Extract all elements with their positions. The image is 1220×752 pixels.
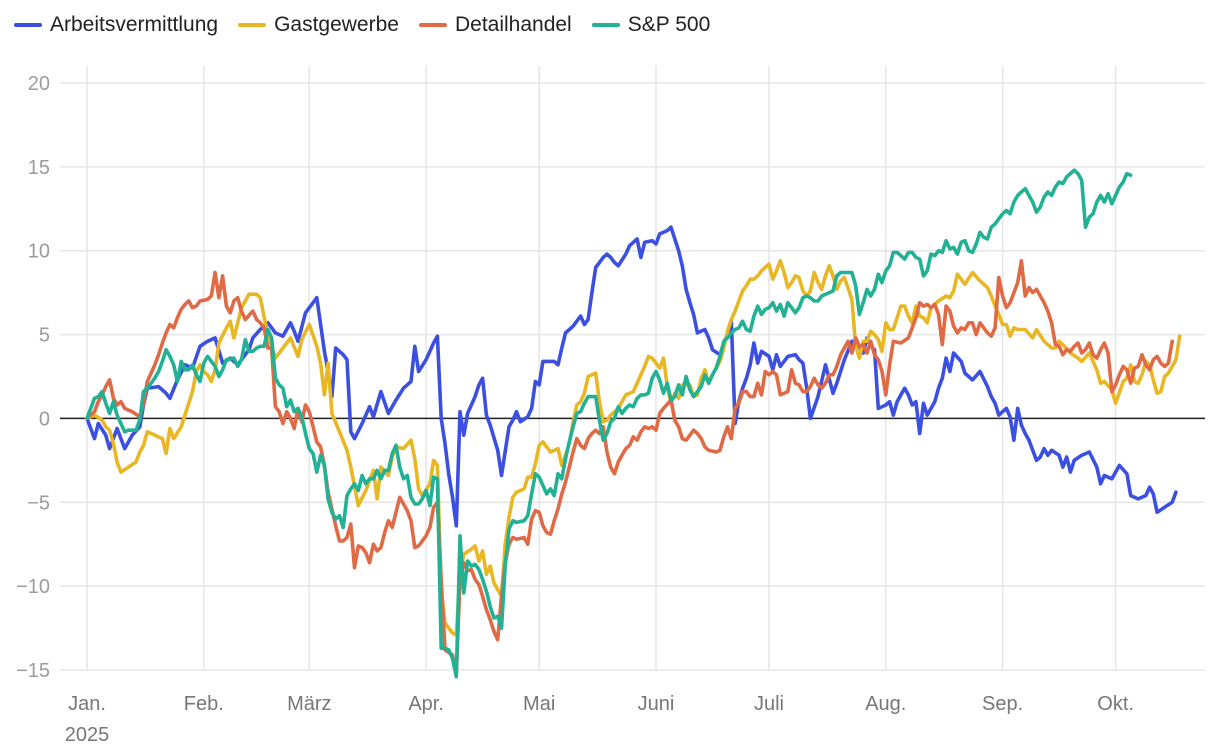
x-tick-label: Aug. xyxy=(865,693,906,715)
x-axis-tick-labels: Jan. 2025 Feb. März Apr. Mai Juni Juli Aug. Sep. O… xyxy=(65,693,1134,746)
y-tick-label: 5 xyxy=(39,325,50,347)
x-tick-label: Sep. xyxy=(982,693,1023,715)
x-tick-label: Apr. xyxy=(408,693,444,715)
legend-swatch-gastgewerbe xyxy=(238,23,267,27)
legend-label-arbeitsvermittlung: Arbeitsvermittlung xyxy=(50,13,219,36)
x-tick-sublabel: 2025 xyxy=(65,724,110,746)
series-line-arbeitsvermittlung[interactable] xyxy=(85,225,1178,528)
y-tick-label: −15 xyxy=(16,660,50,682)
legend-swatch-arbeitsvermittlung xyxy=(14,23,42,27)
series-line-detailhandel[interactable] xyxy=(85,259,1174,677)
y-tick-label: −5 xyxy=(27,492,50,514)
y-tick-label: 15 xyxy=(28,157,50,179)
legend-item-sp500[interactable]: S&P 500 xyxy=(591,13,711,37)
y-tick-label: 10 xyxy=(28,241,50,263)
legend-item-arbeitsvermittlung[interactable]: Arbeitsvermittlung xyxy=(14,13,218,37)
legend-label-gastgewerbe: Gastgewerbe xyxy=(274,13,399,36)
legend-swatch-detailhandel xyxy=(418,23,447,27)
y-axis-tick-labels: 20 15 10 5 0 −5 −10 −15 xyxy=(16,73,50,682)
horizontal-gridlines xyxy=(60,82,1205,671)
x-tick-label: Okt. xyxy=(1097,693,1134,715)
legend-item-detailhandel[interactable]: Detailhandel xyxy=(418,13,572,37)
legend-label-detailhandel: Detailhandel xyxy=(454,13,572,36)
x-tick-label: Mai xyxy=(523,693,555,715)
legend-item-gastgewerbe[interactable]: Gastgewerbe xyxy=(238,13,399,37)
series-line-gastgewerbe[interactable] xyxy=(85,259,1182,637)
series-line-s-p-500[interactable] xyxy=(85,168,1133,679)
vertical-gridlines xyxy=(86,66,1117,670)
x-tick-label: März xyxy=(287,693,331,715)
x-tick-label: Jan. xyxy=(68,693,106,715)
legend-label-sp500: S&P 500 xyxy=(627,13,711,36)
x-tick-label: Juli xyxy=(754,693,784,715)
legend: Arbeitsvermittlung Gastgewerbe Detailhan… xyxy=(14,10,710,40)
x-tick-label: Feb. xyxy=(184,693,224,715)
x-tick-label: Juni xyxy=(638,693,675,715)
series-lines xyxy=(85,168,1182,679)
legend-swatch-sp500 xyxy=(591,23,620,27)
y-tick-label: −10 xyxy=(16,576,50,598)
y-tick-label: 0 xyxy=(39,408,50,430)
y-tick-label: 20 xyxy=(28,73,50,95)
